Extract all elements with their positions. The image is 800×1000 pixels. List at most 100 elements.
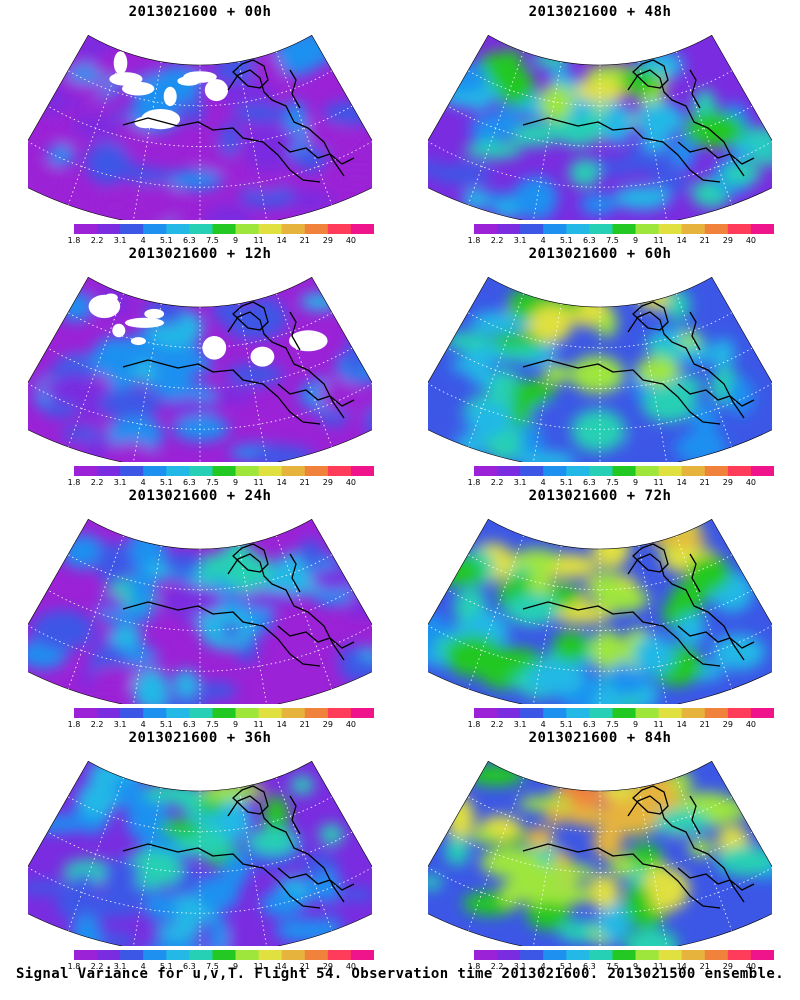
colorbar-swatch — [750, 224, 774, 234]
colorbar-swatch — [235, 950, 260, 960]
colorbar-swatch — [97, 466, 121, 476]
no-data-patch — [113, 51, 128, 75]
variance-blob — [527, 660, 585, 696]
colorbar-swatch — [327, 708, 352, 718]
colorbar-tick-label: 5.1 — [159, 720, 173, 729]
variance-blob — [545, 804, 567, 825]
colorbar-swatch — [612, 950, 637, 960]
variance-blob — [569, 158, 600, 187]
colorbar-swatch — [589, 950, 613, 960]
colorbar-labels: 1.8 2.2 3.1 4 5.1 6.3 7.5 9 11 14 21 29 40 — [66, 720, 386, 732]
colorbar-swatch — [750, 708, 774, 718]
colorbar-tick-label: 5.1 — [559, 236, 573, 245]
colorbar-tick-label: 7.5 — [606, 720, 619, 729]
parallel-line — [467, 70, 733, 107]
coastline-canada-east — [289, 311, 301, 351]
parallel-line — [428, 625, 772, 672]
colorbar-tick-label: 6.3 — [583, 962, 596, 971]
colorbar-swatch — [635, 224, 660, 234]
variance-blob — [528, 567, 552, 602]
colorbar-swatch — [543, 224, 567, 234]
colorbar-labels: 1.8 2.2 3.1 4 5.1 6.3 7.5 9 11 14 21 29 40 — [466, 962, 786, 974]
coastline — [522, 543, 755, 667]
parallel-line — [47, 347, 353, 389]
panel-title: 2013021600 + 72h — [528, 488, 672, 504]
no-data-patch — [124, 317, 165, 328]
parallel-line — [28, 141, 372, 188]
parallel-line — [67, 796, 333, 833]
colorbar-tick-label: 6.3 — [183, 236, 196, 245]
coastline-hudson — [677, 141, 755, 165]
colorbar-tick-label: 7.5 — [606, 478, 619, 487]
colorbar-swatch — [258, 708, 283, 718]
variance-blob — [512, 548, 560, 571]
colorbar-swatch — [474, 950, 498, 960]
coastline-arctic-archipelago — [227, 311, 345, 419]
variance-map — [28, 518, 372, 704]
coastline-arctic-archipelago — [627, 795, 745, 903]
colorbar-tick-label: 21 — [299, 720, 310, 729]
variance-blob — [530, 304, 573, 343]
variance-map — [428, 760, 772, 946]
colorbar-swatch — [543, 708, 567, 718]
variance-blob — [182, 97, 204, 124]
variance-blob — [90, 339, 140, 379]
variance-blob — [153, 923, 203, 942]
meridian-line — [638, 61, 668, 220]
panel-title: 2013021600 + 24h — [128, 488, 272, 504]
colorbar-tick-label: 40 — [745, 720, 757, 729]
colorbar-swatch — [566, 224, 590, 234]
colorbar-swatch — [166, 224, 190, 234]
colorbar-tick-label: 21 — [699, 478, 710, 487]
variance-blob — [590, 571, 622, 607]
colorbar-tick-label: 2.2 — [90, 236, 104, 245]
colorbar-tick-label: 3.1 — [513, 720, 527, 729]
colorbar-swatch — [658, 466, 683, 476]
variance-blob — [243, 125, 299, 155]
parallel-line — [28, 625, 372, 672]
variance-blob — [653, 169, 688, 195]
colorbar-tick-label: 21 — [299, 962, 310, 971]
meridian-line — [676, 51, 733, 206]
variance-blob — [227, 303, 288, 338]
variance-blob — [163, 398, 218, 417]
colorbar-swatch — [727, 466, 752, 476]
variance-blob — [515, 451, 576, 462]
meridian-line — [238, 303, 268, 462]
variance-blob — [462, 187, 489, 211]
coastline-greenland — [232, 543, 269, 573]
colorbar-labels: 1.8 2.2 3.1 4 5.1 6.3 7.5 9 11 14 21 29 40 — [466, 478, 786, 490]
meridian-line — [638, 787, 668, 946]
meridian-line — [238, 61, 268, 220]
colorbar-swatch — [166, 466, 190, 476]
variance-blob — [671, 348, 718, 363]
variance-map — [428, 276, 772, 462]
coastline-north-america — [522, 359, 721, 425]
variance-blob — [443, 331, 492, 351]
variance-blob — [319, 823, 344, 846]
variance-blob — [61, 426, 103, 442]
colorbar-swatch — [704, 224, 729, 234]
variance-blob — [43, 401, 78, 418]
coastline — [122, 785, 355, 909]
variance-blob — [648, 809, 712, 835]
colorbar-swatch — [258, 224, 283, 234]
variance-blob — [624, 883, 652, 927]
colorbar-tick-label: 9 — [232, 236, 239, 245]
colorbar-swatch — [304, 466, 329, 476]
forecast-panel-12h: 2013021600 + 12h 1.8 2.2 3.1 4 5.1 6.3 7.5 9 11 1… — [20, 242, 380, 487]
colorbar-tick-label: 40 — [345, 962, 357, 971]
variance-blob — [31, 609, 94, 651]
colorbar — [474, 708, 774, 718]
no-data-patch — [289, 330, 328, 352]
colorbar-swatch — [612, 224, 637, 234]
variance-map — [28, 760, 372, 946]
colorbar-tick-label: 9 — [632, 720, 639, 729]
colorbar-tick-label: 3.1 — [513, 478, 527, 487]
colorbar-tick-label: 11 — [653, 236, 664, 245]
parallel-line — [447, 105, 753, 147]
variance-blob — [153, 696, 211, 704]
colorbar-swatch — [120, 466, 144, 476]
variance-blob — [284, 190, 334, 212]
meridian-line — [276, 777, 333, 932]
